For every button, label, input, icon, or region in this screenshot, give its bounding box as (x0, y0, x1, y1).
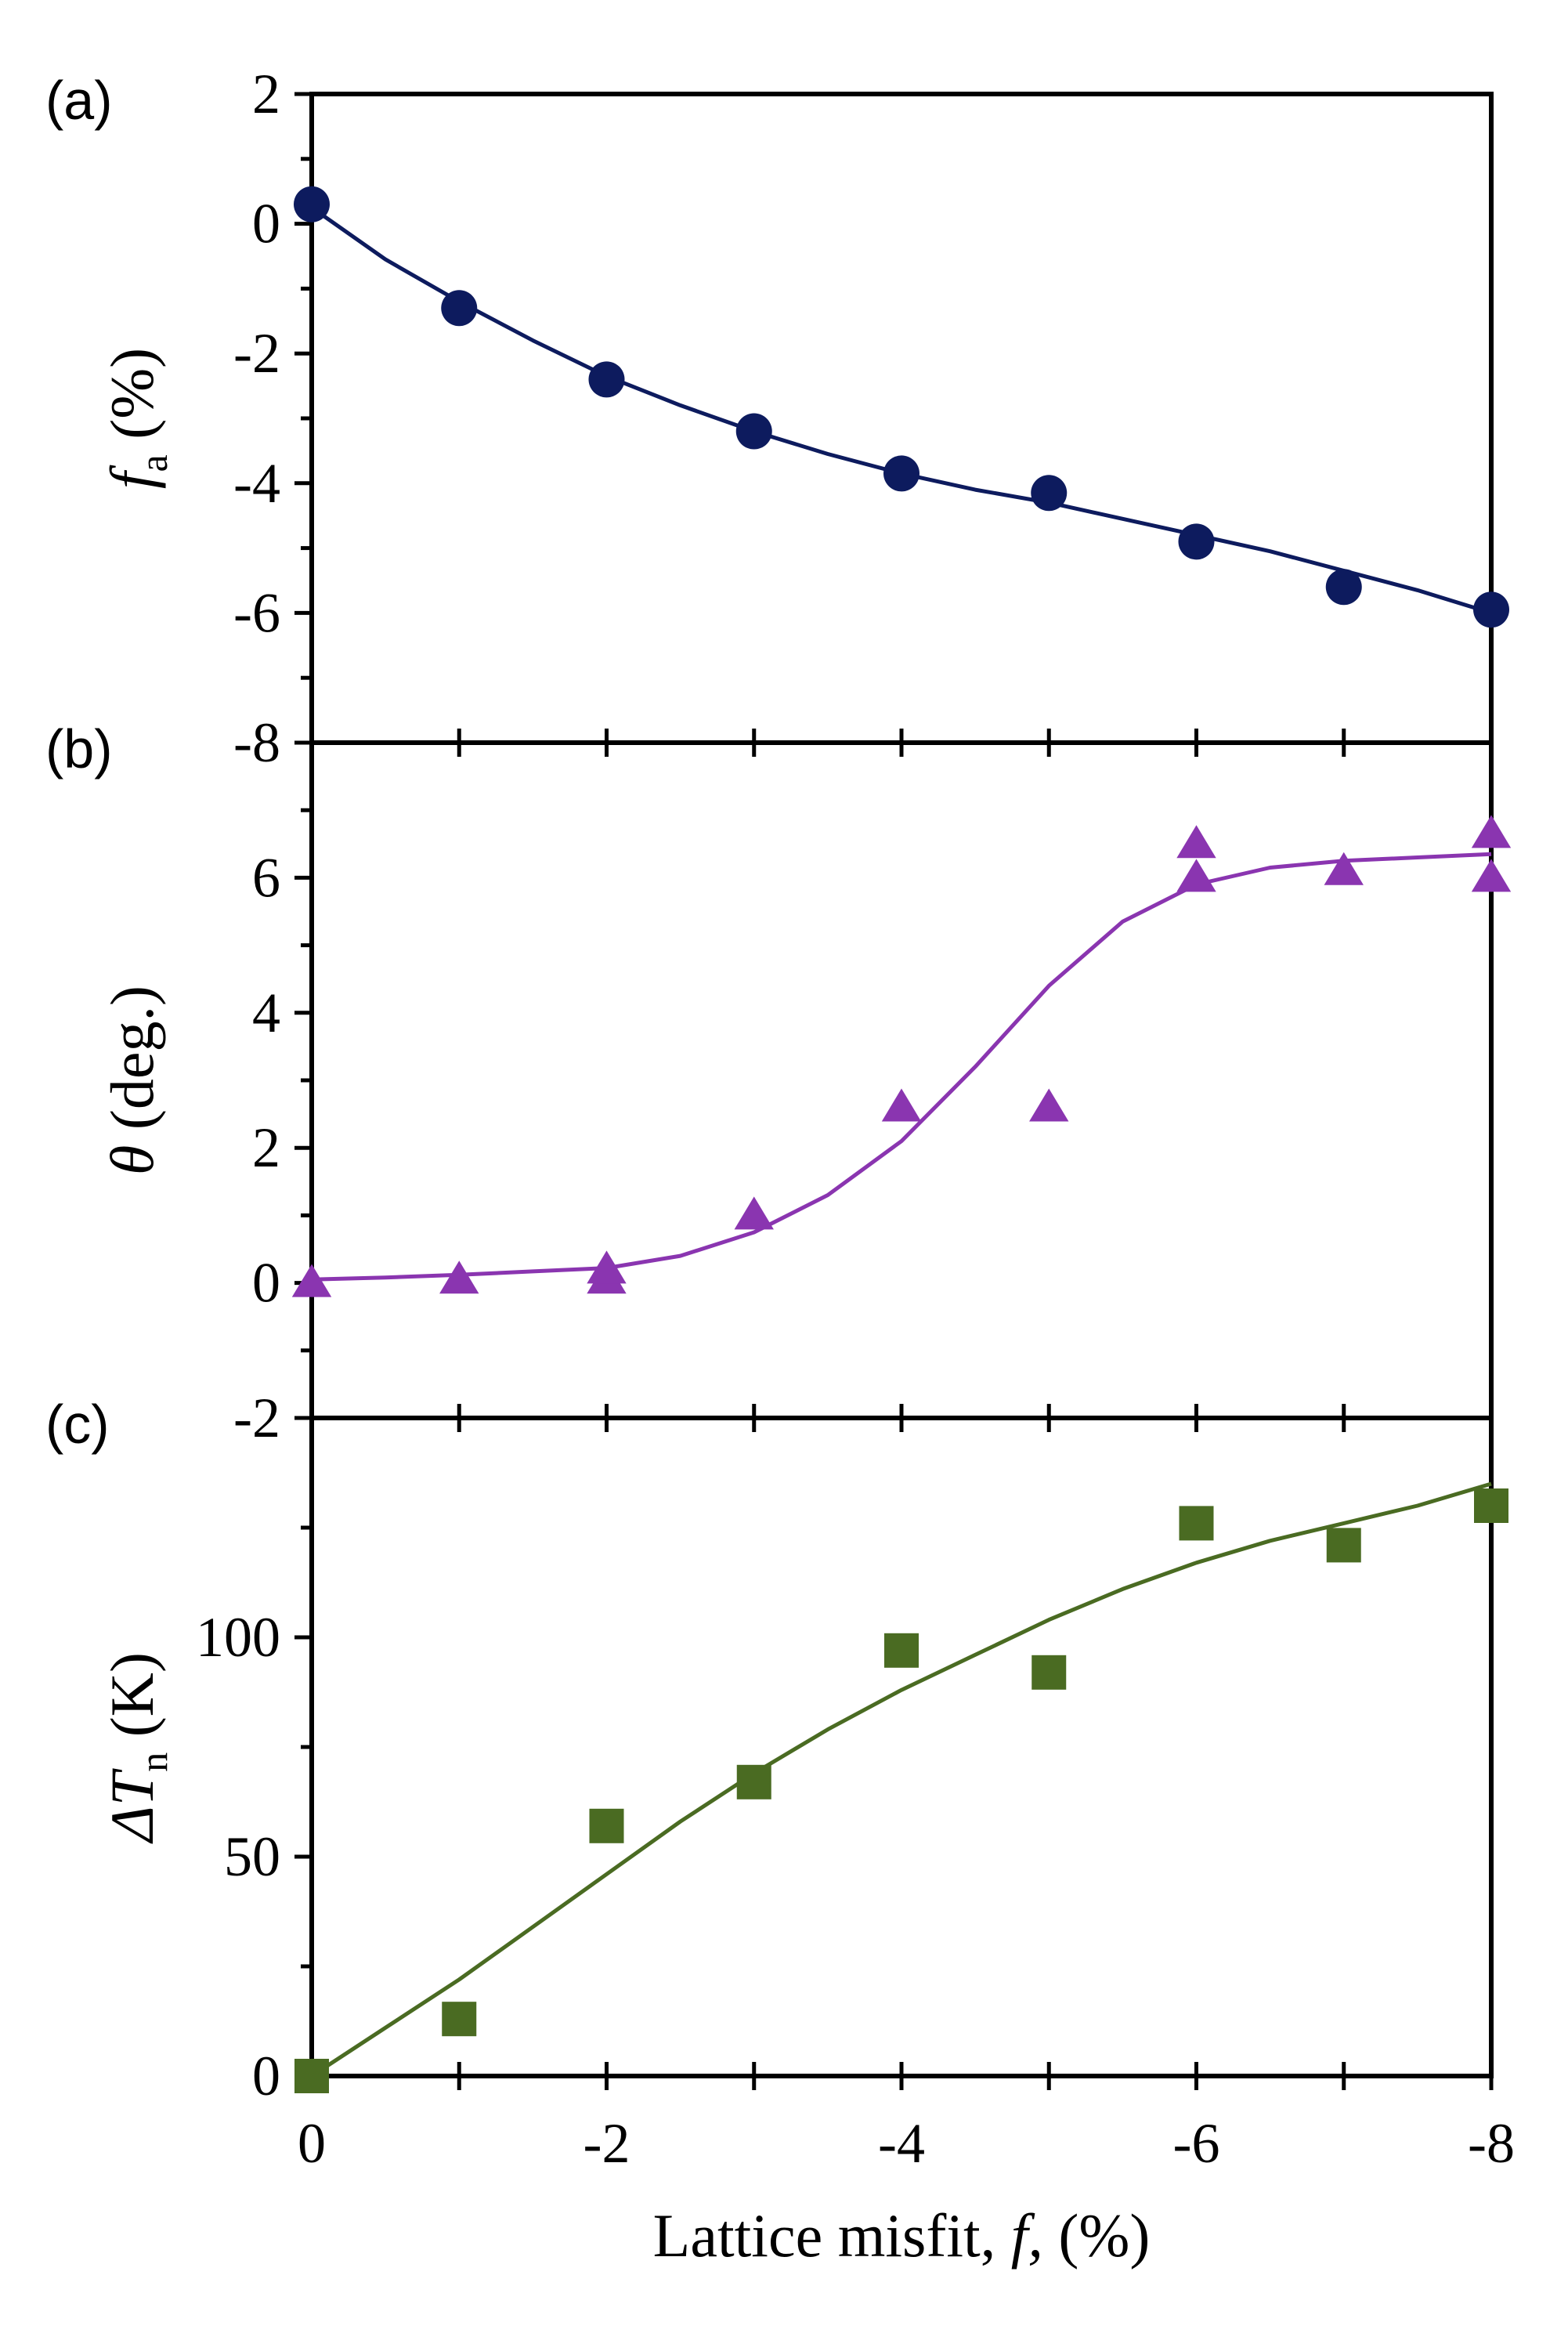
y-axis-label-a: fa (%) (98, 348, 175, 489)
data-point (1029, 1088, 1069, 1122)
data-point (883, 455, 919, 492)
panel-label-a: (a) (45, 70, 113, 131)
y-tick-label: 50 (224, 1825, 280, 1888)
panel-b: -2 0 2 4 6 (b) θ (deg.) (45, 718, 1512, 1449)
y-tick-label: -6 (233, 581, 280, 644)
data-point (1176, 859, 1216, 892)
data-point (291, 1264, 332, 1297)
x-tick-label: 0 (298, 2112, 326, 2175)
y-axis-label-symbol: ΔT (98, 1768, 166, 1844)
data-point (1176, 825, 1216, 859)
x-tick-label: -2 (583, 2112, 630, 2175)
data-point (1471, 815, 1512, 848)
y-tick-label: -8 (233, 711, 280, 774)
x-axis-title-symbol: f, (1011, 2201, 1043, 2270)
data-point (589, 1808, 624, 1843)
data-point (736, 1764, 771, 1799)
data-point (1471, 859, 1512, 892)
y-axis-label-subscript: a (132, 454, 175, 472)
data-point (442, 2002, 477, 2037)
y-tick-label: 0 (252, 193, 280, 255)
data-point (1325, 569, 1362, 606)
fit-curve-a (310, 205, 1492, 615)
panel-a: -8 -6 -4 -2 0 2 (a) fa (%) (45, 63, 1509, 774)
x-tick-label: -4 (878, 2112, 925, 2175)
y-tick-label: 0 (252, 1252, 280, 1315)
data-point (1178, 523, 1215, 560)
y-axis-label-symbol: θ (98, 1145, 166, 1175)
y-tick-label: 2 (252, 63, 280, 125)
data-point (1324, 852, 1364, 885)
y-axis-label-unit: (K) (98, 1652, 166, 1752)
data-point (1473, 591, 1509, 628)
y-tick-label: 0 (252, 2045, 280, 2107)
data-point (1031, 1655, 1067, 1690)
fit-curve-c (310, 1481, 1492, 2078)
y-axis-label-c: ΔTn (K) (98, 1652, 175, 1844)
panel-c-frame (309, 1416, 1494, 2078)
x-tick-label: -8 (1468, 2112, 1515, 2175)
panel-label-b: (b) (45, 718, 113, 779)
data-point (881, 1088, 922, 1122)
fit-curve-b (311, 852, 1492, 1282)
y-tick-label: 2 (252, 1116, 280, 1179)
y-axis-label-unit: (%) (98, 348, 166, 454)
panel-a-frame (309, 92, 1494, 745)
y-tick-label: 4 (252, 982, 280, 1044)
x-axis-title-text: Lattice misfit, (653, 2201, 1011, 2270)
data-point (1179, 1506, 1214, 1541)
data-point (294, 186, 330, 222)
data-point (1474, 1488, 1508, 1523)
y-axis-label-b: θ (deg.) (98, 986, 166, 1175)
x-axis-title-unit: (%) (1043, 2201, 1150, 2270)
y-tick-label: -4 (233, 452, 280, 515)
data-point (734, 1196, 774, 1230)
data-point (884, 1633, 919, 1668)
data-point (735, 413, 772, 450)
y-tick-label: 6 (252, 846, 280, 909)
data-point (441, 290, 478, 327)
y-tick-label: -2 (233, 1387, 280, 1449)
data-point (588, 361, 625, 398)
data-point (294, 2059, 329, 2093)
data-point (439, 1260, 479, 1294)
data-point (1326, 1528, 1361, 1563)
data-point (1031, 475, 1068, 512)
x-axis-title: Lattice misfit, f, (%) (653, 2201, 1151, 2270)
data-point (587, 1250, 627, 1284)
y-axis-label-unit: (deg.) (98, 986, 166, 1145)
panel-c: 0 50 100 (c) ΔTn (K) (45, 1394, 1508, 2107)
panel-b-frame (309, 740, 1494, 1420)
y-tick-label: -2 (233, 322, 280, 385)
x-tick-label: -6 (1173, 2112, 1220, 2175)
panel-label-c: (c) (45, 1394, 110, 1455)
y-tick-label: 100 (196, 1606, 280, 1669)
y-axis-label-subscript: n (132, 1752, 175, 1772)
